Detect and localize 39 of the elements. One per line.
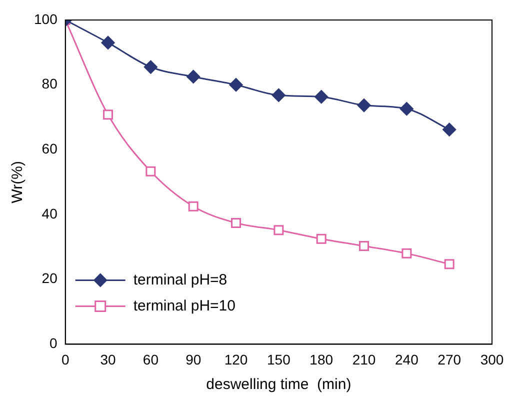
x-tick-label: 240	[394, 351, 419, 368]
point	[359, 240, 369, 251]
x-tick-label: 90	[186, 351, 202, 368]
x-tick-label: 60	[142, 351, 159, 368]
x-tick-label: 30	[100, 351, 116, 368]
y-tick-label: 20	[42, 270, 58, 286]
point	[442, 122, 456, 136]
x-tick-label: 300	[480, 351, 504, 368]
point	[274, 225, 284, 236]
point	[231, 218, 242, 228]
y-tick-label: 0	[50, 335, 58, 352]
point	[357, 98, 371, 112]
point	[272, 88, 286, 102]
point	[316, 234, 326, 244]
point	[103, 110, 114, 120]
x-tick-label: 120	[224, 351, 248, 368]
point	[400, 102, 414, 116]
point	[229, 78, 243, 92]
point	[101, 36, 115, 50]
point	[144, 60, 158, 74]
point	[188, 201, 198, 212]
legend-label: terminal pH=10	[133, 297, 236, 314]
point	[146, 166, 156, 176]
x-tick-label: 270	[438, 351, 462, 368]
x-tick-label: 180	[310, 351, 334, 368]
point	[314, 90, 328, 104]
x-axis-title: deswelling time (min)	[206, 376, 352, 394]
y-axis-title: Wr(%)	[9, 160, 26, 204]
point	[402, 248, 412, 258]
x-tick-label: 0	[61, 351, 70, 368]
y-tick-label: 40	[42, 205, 58, 222]
x-tick-label: 150	[267, 351, 291, 368]
point	[444, 259, 454, 270]
legend-label: terminal pH=8	[133, 271, 228, 288]
y-tick-label: 60	[42, 140, 58, 157]
y-tick-label: 100	[34, 10, 58, 27]
x-tick-label: 210	[352, 351, 376, 368]
y-tick-label: 80	[42, 76, 58, 92]
point	[186, 70, 200, 84]
